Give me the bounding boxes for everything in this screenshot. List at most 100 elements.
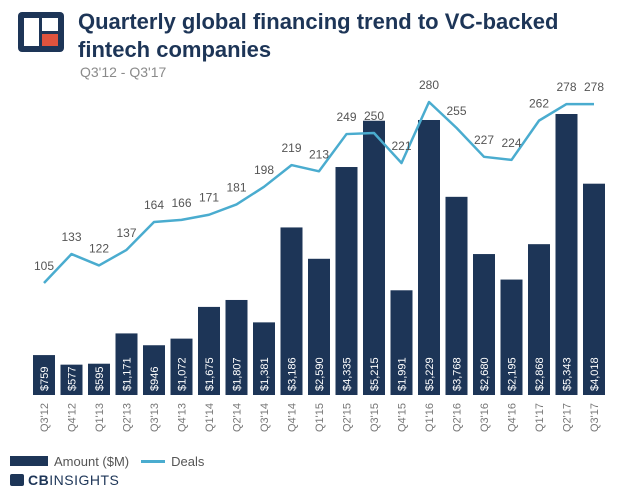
bar-value-label: $4,018 [589, 357, 601, 391]
x-tick-label: Q2'17 [562, 403, 574, 432]
bar-18 [528, 244, 550, 395]
bar-8 [253, 322, 275, 395]
bar-16 [473, 254, 495, 395]
chart-subtitle: Q3'12 - Q3'17 [80, 64, 167, 80]
x-tick-label: Q2'15 [342, 403, 354, 432]
x-tick-label: Q1'15 [314, 403, 326, 432]
bar-9 [280, 227, 303, 395]
deal-value-label: 219 [281, 141, 301, 155]
bar-12 [363, 120, 385, 395]
legend-swatch-bar [10, 456, 48, 466]
bar-value-label: $577 [67, 367, 79, 391]
legend-item-deals: Deals [141, 454, 204, 469]
bar-value-label: $3,186 [287, 357, 299, 391]
x-tick-label: Q2'14 [232, 403, 244, 432]
bar-10 [308, 258, 330, 395]
legend-label-amount: Amount ($M) [54, 453, 130, 469]
x-tick-label: Q1'14 [204, 403, 216, 432]
x-tick-label: Q4'15 [397, 403, 409, 432]
deal-value-label: 249 [336, 110, 356, 124]
brand-footer: CB INSIGHTS [10, 472, 119, 488]
bar-20 [583, 183, 605, 395]
bar-value-label: $1,171 [122, 357, 134, 391]
brand-insights: INSIGHTS [49, 472, 120, 488]
deal-value-label: 278 [584, 80, 604, 94]
bar-value-label: $2,590 [314, 357, 326, 391]
bar-5 [170, 338, 193, 395]
x-tick-label: Q3'16 [479, 403, 491, 432]
legend-item-amount: Amount ($M) [10, 454, 129, 469]
deal-value-label: 224 [501, 136, 521, 150]
bar-6 [198, 306, 220, 395]
bar-17 [500, 279, 523, 395]
bar-value-label: $595 [94, 367, 106, 391]
bar-13 [390, 290, 413, 395]
x-tick-label: Q2'16 [452, 403, 464, 432]
deal-value-label: 181 [226, 180, 246, 194]
x-tick-label: Q4'16 [507, 403, 519, 432]
chart-legend: Amount ($M) Deals [10, 453, 216, 469]
bar-19 [555, 114, 578, 395]
deals-line [43, 100, 594, 284]
deal-value-label: 280 [419, 78, 439, 92]
deal-value-label: 213 [309, 147, 329, 161]
bar-14 [418, 119, 440, 395]
bar-4 [143, 345, 165, 395]
deal-value-label: 255 [446, 104, 466, 118]
deal-value-label: 105 [34, 259, 54, 273]
bar-value-label: $759 [39, 367, 51, 391]
bar-1 [60, 364, 83, 395]
bar-value-label: $1,675 [204, 357, 216, 391]
x-tick-label: Q1'13 [94, 403, 106, 432]
deal-value-label: 278 [556, 80, 576, 94]
bar-value-label: $2,195 [507, 357, 519, 391]
bar-value-label: $946 [149, 367, 161, 391]
bar-value-label: $4,335 [342, 357, 354, 391]
deal-value-label: 198 [254, 163, 274, 177]
x-tick-label: Q4'14 [287, 403, 299, 432]
bar-value-label: $1,807 [232, 357, 244, 391]
bar-value-label: $1,072 [177, 357, 189, 391]
deal-value-label: 166 [171, 196, 191, 210]
brand-mark-icon [10, 474, 24, 486]
bar-value-label: $1,991 [397, 357, 409, 391]
brand-cb: CB [28, 472, 50, 488]
bar-3 [115, 333, 138, 395]
bar-7 [225, 299, 248, 395]
deal-value-label: 250 [364, 109, 384, 123]
x-tick-label: Q3'12 [39, 403, 51, 432]
deal-value-label: 122 [89, 241, 109, 255]
deal-value-label: 133 [61, 230, 81, 244]
deal-value-label: 262 [529, 97, 549, 111]
x-tick-label: Q4'13 [177, 403, 189, 432]
x-tick-label: Q3'14 [259, 403, 271, 432]
chart-title: Quarterly global financing trend to VC-b… [78, 9, 559, 62]
x-tick-label: Q3'15 [369, 403, 381, 432]
legend-label-deals: Deals [171, 453, 205, 469]
bar-value-label: $1,381 [259, 357, 271, 391]
x-tick-label: Q3'13 [149, 403, 161, 432]
bar-value-label: $2,868 [534, 357, 546, 391]
legend-swatch-line [141, 459, 166, 463]
bar-value-label: $5,343 [562, 357, 574, 391]
x-tick-label: Q1'17 [534, 403, 546, 432]
deal-value-label: 227 [474, 133, 494, 147]
x-tick-label: Q4'12 [67, 403, 79, 432]
bar-value-label: $3,768 [452, 357, 464, 391]
bar-11 [335, 167, 358, 395]
x-tick-label: Q3'17 [589, 403, 601, 432]
deal-value-label: 171 [199, 191, 219, 205]
deal-value-label: 164 [144, 198, 164, 212]
cb-logo [18, 12, 64, 52]
bar-value-label: $2,680 [479, 357, 491, 391]
bar-15 [445, 196, 468, 395]
bar-0 [33, 355, 55, 395]
bar-value-label: $5,215 [369, 357, 381, 391]
bar-2 [88, 363, 110, 395]
bar-value-label: $5,229 [424, 357, 436, 391]
x-tick-label: Q2'13 [122, 403, 134, 432]
x-tick-label: Q1'16 [424, 403, 436, 432]
deal-value-label: 137 [116, 226, 136, 240]
deal-value-label: 221 [391, 139, 411, 153]
